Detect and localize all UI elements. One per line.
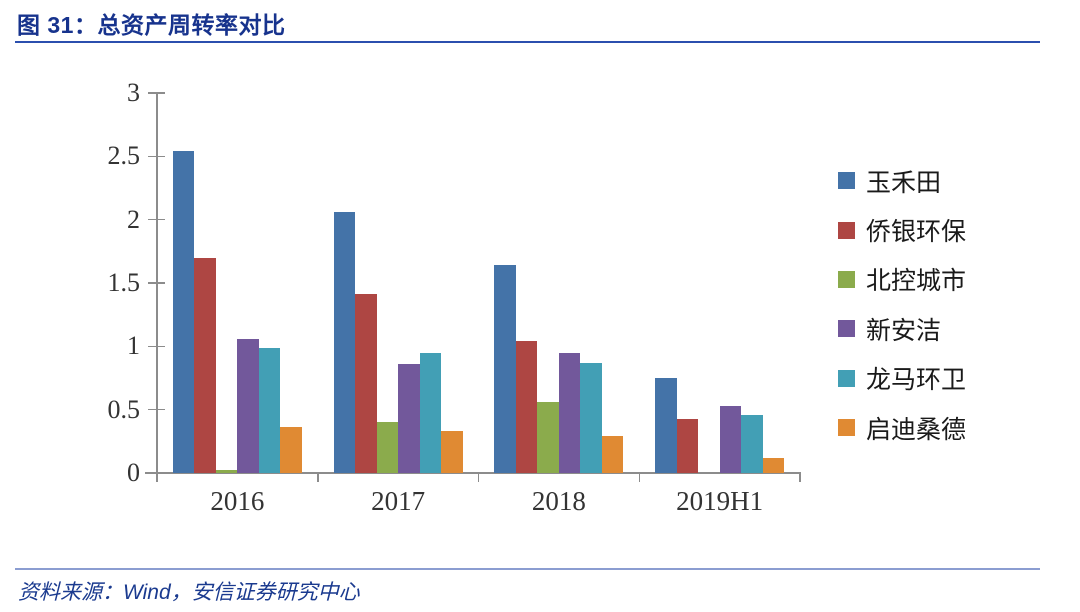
bar-侨银环保-2019H1 bbox=[676, 418, 699, 473]
y-axis-tick-label: 0.5 bbox=[107, 394, 141, 424]
bar-新安洁-2018 bbox=[558, 352, 581, 473]
bar-启迪桑德-2018 bbox=[601, 436, 624, 473]
legend-item: 龙马环卫 bbox=[838, 354, 966, 403]
bar-新安洁-2019H1 bbox=[719, 405, 742, 473]
y-axis-tick-label: 1.5 bbox=[107, 268, 141, 297]
x-axis-category-label: 2017 bbox=[371, 486, 426, 516]
legend-item-label: 玉禾田 bbox=[866, 169, 942, 197]
y-axis-tick bbox=[148, 282, 165, 284]
x-axis-category-label: 2019H1 bbox=[676, 486, 764, 516]
x-axis-tick bbox=[317, 473, 319, 482]
x-axis-tick bbox=[477, 473, 480, 482]
y-axis-tick bbox=[148, 155, 165, 158]
x-axis-category-label: 2018 bbox=[531, 486, 586, 516]
legend-item: 新安洁 bbox=[838, 304, 966, 353]
bar-启迪桑德-2017 bbox=[441, 431, 463, 473]
bar-侨银环保-2016 bbox=[194, 257, 216, 473]
bar-龙马环卫-2018 bbox=[580, 362, 602, 473]
x-axis-tick bbox=[799, 473, 801, 482]
y-axis-tick bbox=[148, 345, 165, 348]
y-axis-tick-label: 0 bbox=[127, 458, 140, 487]
bar-新安洁-2017 bbox=[398, 364, 420, 473]
legend-swatch-icon bbox=[838, 320, 855, 338]
x-axis-category-label: 2016 bbox=[210, 486, 265, 516]
y-axis-tick-label: 3 bbox=[127, 78, 140, 107]
y-axis-tick bbox=[148, 408, 165, 411]
legend-swatch-icon bbox=[838, 172, 855, 190]
bar-玉禾田-2016 bbox=[172, 151, 195, 473]
footer-divider bbox=[15, 568, 1040, 570]
bar-北控城市-2018 bbox=[537, 402, 559, 473]
bar-北控城市-2016 bbox=[215, 470, 238, 473]
bar-启迪桑德-2016 bbox=[280, 427, 302, 473]
x-axis-line bbox=[145, 472, 801, 474]
chart-legend: 玉禾田侨银环保北控城市新安洁龙马环卫启迪桑德 bbox=[838, 156, 966, 452]
legend-swatch-icon bbox=[838, 419, 855, 437]
legend-item: 启迪桑德 bbox=[838, 403, 966, 452]
figure-title: 图 31：总资产周转率对比 bbox=[17, 12, 286, 38]
bar-龙马环卫-2017 bbox=[419, 352, 442, 473]
y-axis-tick-label: 2.5 bbox=[107, 141, 141, 171]
bar-玉禾田-2018 bbox=[494, 265, 516, 473]
legend-item: 北控城市 bbox=[838, 255, 966, 304]
legend-item-label: 新安洁 bbox=[866, 317, 942, 345]
y-axis-tick-label: 2 bbox=[127, 204, 140, 234]
source-note: 资料来源：Wind，安信证券研究中心 bbox=[18, 581, 360, 604]
legend-item: 玉禾田 bbox=[838, 156, 966, 205]
legend-item-label: 龙马环卫 bbox=[866, 367, 967, 395]
y-axis-tick-label: 1 bbox=[127, 331, 140, 361]
x-axis-tick bbox=[156, 473, 158, 482]
legend-swatch-icon bbox=[838, 221, 855, 239]
bar-玉禾田-2017 bbox=[333, 212, 356, 473]
y-axis-tick bbox=[148, 92, 165, 94]
bar-新安洁-2016 bbox=[237, 338, 259, 473]
title-divider bbox=[15, 41, 1040, 43]
legend-swatch-icon bbox=[838, 270, 855, 288]
bar-龙马环卫-2019H1 bbox=[741, 414, 763, 473]
legend-item: 侨银环保 bbox=[838, 205, 966, 254]
bar-龙马环卫-2016 bbox=[258, 347, 281, 473]
bar-玉禾田-2019H1 bbox=[655, 378, 677, 473]
y-axis-tick bbox=[148, 218, 165, 221]
legend-item-label: 启迪桑德 bbox=[866, 416, 967, 444]
bar-北控城市-2017 bbox=[376, 422, 399, 473]
legend-item-label: 侨银环保 bbox=[866, 219, 967, 247]
bar-侨银环保-2018 bbox=[515, 341, 538, 473]
bar-启迪桑德-2019H1 bbox=[762, 457, 785, 473]
x-axis-tick bbox=[638, 473, 640, 482]
bar-侨银环保-2017 bbox=[355, 294, 377, 473]
legend-swatch-icon bbox=[838, 369, 855, 387]
legend-item-label: 北控城市 bbox=[866, 268, 967, 296]
